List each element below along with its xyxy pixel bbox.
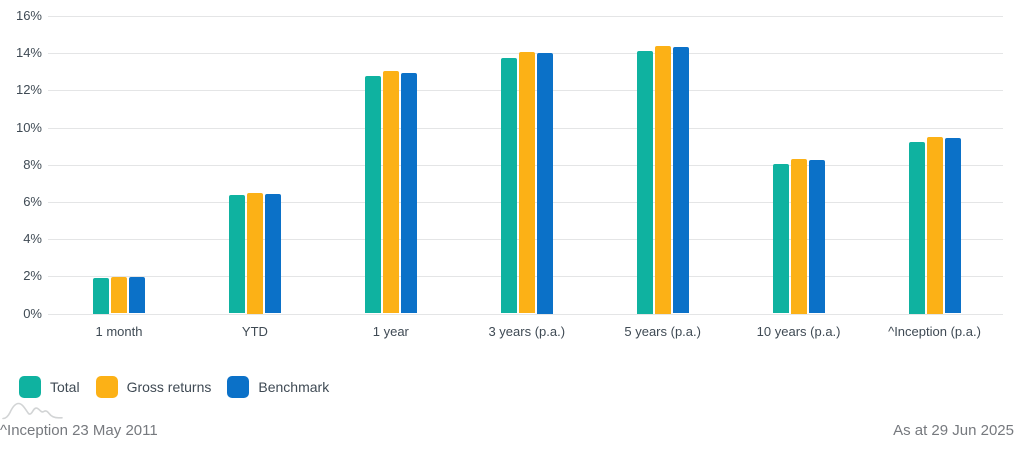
y-axis-tick-10pct: 10% bbox=[15, 119, 42, 135]
chart-legend: Total Gross returns Benchmark bbox=[19, 376, 329, 398]
legend-item-benchmark[interactable]: Benchmark bbox=[227, 376, 329, 398]
bar-total-3-years-p-a[interactable] bbox=[500, 57, 517, 314]
bar-total-10-years-p-a[interactable] bbox=[772, 163, 789, 314]
bar-total-1-month[interactable] bbox=[93, 278, 109, 314]
bar-gross-returns-5-years-p-a[interactable] bbox=[654, 45, 671, 314]
bar-benchmark-1-month[interactable] bbox=[129, 277, 145, 314]
legend-label-gross-returns: Gross returns bbox=[126, 379, 212, 395]
x-axis-label-1-month: 1 month bbox=[95, 324, 143, 339]
x-axis-label-1-year: 1 year bbox=[372, 324, 409, 339]
y-axis-tick-12pct: 12% bbox=[15, 82, 42, 98]
y-axis-tick-8pct: 8% bbox=[23, 156, 42, 172]
legend-item-total[interactable]: Total bbox=[19, 376, 80, 398]
bar-benchmark-5-years-p-a[interactable] bbox=[672, 46, 689, 314]
x-axis-label-10-years-p-a: 10 years (p.a.) bbox=[756, 324, 841, 339]
bar-gross-returns-inception-p-a[interactable] bbox=[926, 136, 943, 314]
legend-label-benchmark: Benchmark bbox=[258, 379, 330, 395]
bar-benchmark-1-year[interactable] bbox=[400, 72, 417, 314]
x-axis-label-3-years-p-a: 3 years (p.a.) bbox=[488, 324, 566, 339]
bar-gross-returns-3-years-p-a[interactable] bbox=[518, 52, 535, 314]
legend-label-total: Total bbox=[50, 379, 80, 395]
bar-benchmark-ytd[interactable] bbox=[264, 193, 281, 314]
x-axis-label-ytd: YTD bbox=[241, 324, 268, 339]
legend-item-gross-returns[interactable]: Gross returns bbox=[95, 376, 212, 398]
bar-benchmark-inception-p-a[interactable] bbox=[944, 137, 961, 314]
y-axis-tick-4pct: 4% bbox=[23, 231, 42, 247]
gridline-16pct bbox=[48, 16, 1003, 17]
bar-total-5-years-p-a[interactable] bbox=[636, 51, 653, 314]
bar-total-1-year[interactable] bbox=[364, 76, 381, 314]
bar-benchmark-10-years-p-a[interactable] bbox=[808, 160, 825, 314]
legend-swatch-total bbox=[19, 376, 41, 398]
bar-gross-returns-ytd[interactable] bbox=[246, 192, 263, 314]
gridline-0pct bbox=[48, 313, 1003, 315]
inception-footnote: ^Inception 23 May 2011 bbox=[0, 422, 158, 439]
legend-swatch-gross-returns bbox=[95, 376, 118, 398]
y-axis-tick-14pct: 14% bbox=[15, 45, 42, 61]
bar-gross-returns-1-year[interactable] bbox=[382, 70, 399, 314]
y-axis-tick-16pct: 16% bbox=[15, 8, 42, 23]
bar-gross-returns-1-month[interactable] bbox=[111, 277, 127, 314]
legend-swatch-benchmark bbox=[227, 376, 250, 398]
y-axis-tick-2pct: 2% bbox=[23, 268, 42, 284]
bar-gross-returns-10-years-p-a[interactable] bbox=[790, 159, 807, 314]
bar-benchmark-3-years-p-a[interactable] bbox=[536, 53, 553, 314]
y-axis-tick-6pct: 6% bbox=[23, 193, 42, 209]
x-axis-label-inception-p-a: ^Inception (p.a.) bbox=[888, 324, 981, 339]
bar-total-inception-p-a[interactable] bbox=[908, 142, 925, 314]
bar-total-ytd[interactable] bbox=[228, 195, 245, 314]
y-axis-tick-0pct: 0% bbox=[23, 305, 42, 321]
hills-logo-icon bbox=[2, 402, 63, 420]
as-at-date: As at 29 Jun 2025 bbox=[893, 422, 1014, 439]
x-axis-label-5-years-p-a: 5 years (p.a.) bbox=[624, 324, 701, 339]
